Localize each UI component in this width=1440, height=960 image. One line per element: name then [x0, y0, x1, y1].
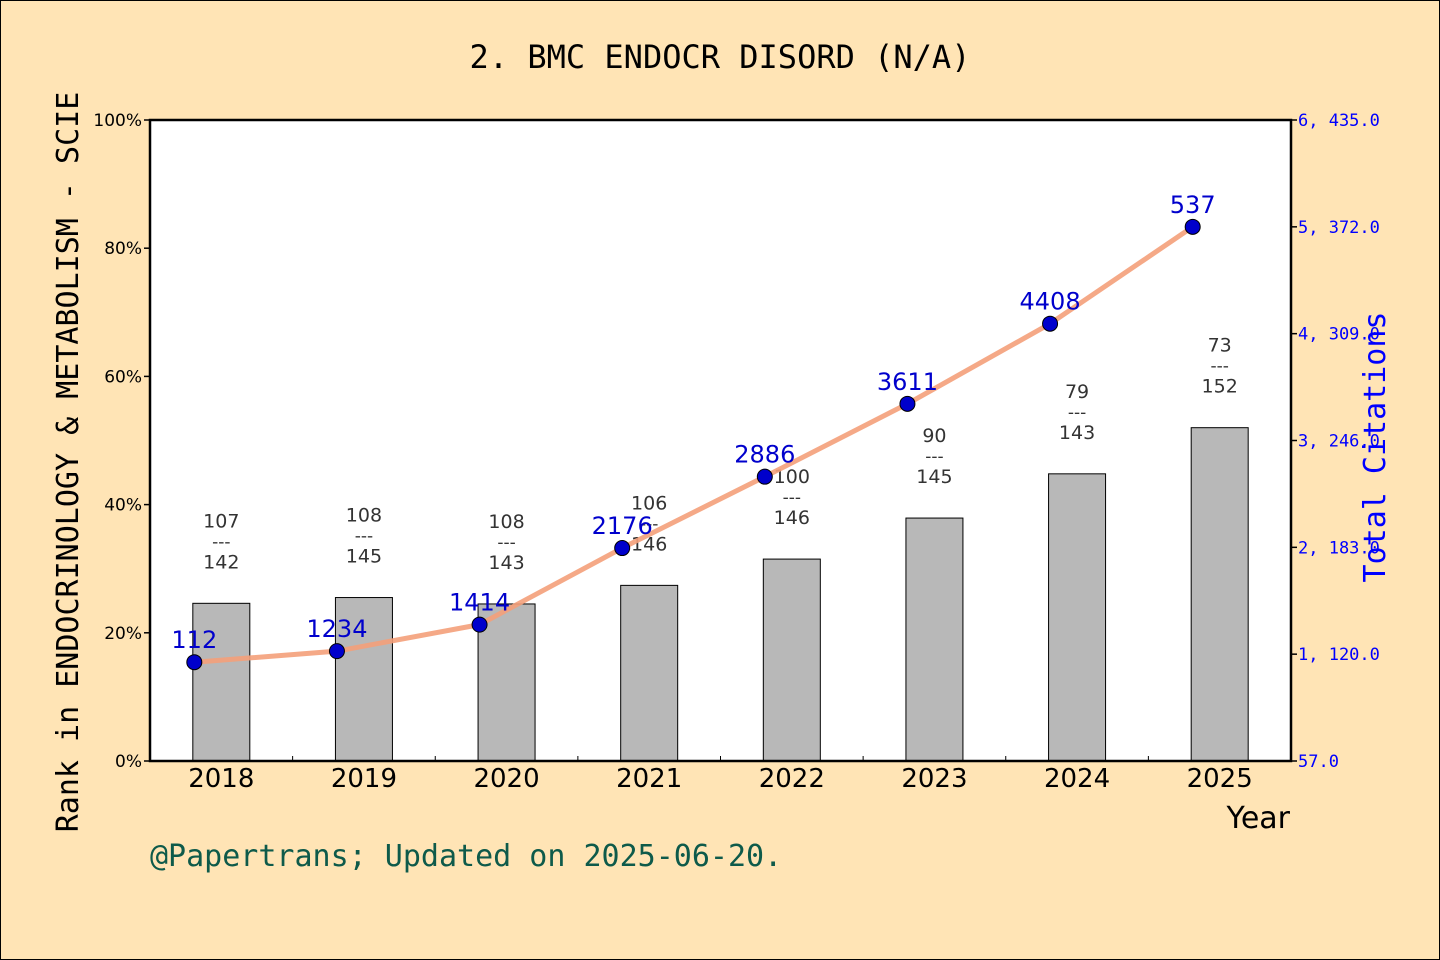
citation-label: 537	[1170, 191, 1216, 219]
line-layer: 112 1234 1414 2176 2886 3611 4408 537	[171, 191, 1216, 671]
bar-rank-label: 106	[631, 492, 667, 514]
citation-label: 2176	[592, 512, 653, 540]
right-tick-label: 6, 435.0	[1298, 111, 1380, 131]
citation-point	[614, 540, 631, 557]
bar-rank-label: 73	[1208, 335, 1232, 357]
bar-total-label: 142	[203, 551, 239, 573]
right-axis-label: Total Citations	[1358, 312, 1393, 583]
bar-total-label: 145	[346, 546, 382, 568]
left-tick-label: 100%	[93, 111, 142, 131]
left-tick-label: 40%	[104, 496, 142, 516]
bar-rank-label: 90	[922, 425, 946, 447]
x-tick-label: 2021	[616, 764, 682, 794]
right-axis: 57.0 1, 120.0 2, 183.0 3, 246.0 4, 309.0 5, 3…	[1291, 111, 1380, 772]
bar-separator: ---	[783, 488, 801, 508]
bar-rank-label: 108	[488, 511, 524, 533]
citation-point	[471, 616, 488, 633]
bars-layer: 107---142108---145108---143106---146100-…	[192, 335, 1249, 762]
footer-note: @Papertrans; Updated on 2025-06-20.	[150, 839, 782, 874]
left-axis-label: Rank in ENDOCRINOLOGY & METABOLISM - SCI…	[51, 92, 86, 833]
bar-separator: ---	[497, 533, 515, 553]
bar	[334, 597, 393, 762]
bar	[477, 603, 536, 762]
right-tick-label: 4, 309.0	[1298, 325, 1380, 345]
bar-separator: ---	[925, 447, 943, 467]
bar	[1190, 427, 1249, 762]
citation-point	[899, 395, 916, 412]
citation-label: 3611	[877, 368, 938, 396]
x-tick-label: 2024	[1044, 764, 1110, 794]
x-tick-label: 2025	[1187, 764, 1253, 794]
citation-point	[328, 643, 345, 660]
bar	[762, 558, 821, 762]
right-tick-label: 2, 183.0	[1298, 538, 1380, 558]
left-tick-label: 20%	[104, 624, 142, 644]
right-tick-label: 57.0	[1298, 752, 1339, 772]
right-tick-label: 3, 246.0	[1298, 432, 1380, 452]
citation-point	[1184, 218, 1201, 235]
x-axis: 2018 2019 2020 2021 2022 2023 2024 2025	[188, 756, 1253, 794]
left-tick-label: 80%	[104, 239, 142, 259]
bar-separator: ---	[1210, 357, 1228, 377]
bar-separator: ---	[212, 532, 230, 552]
x-tick-label: 2022	[759, 764, 825, 794]
citation-label: 4408	[1020, 288, 1081, 316]
bar-rank-label: 108	[346, 505, 382, 527]
bar-separator: ---	[1068, 403, 1086, 423]
bar-rank-label: 107	[203, 510, 239, 532]
citation-label: 2886	[734, 441, 795, 469]
bar-total-label: 145	[916, 466, 952, 488]
bar-separator: ---	[640, 514, 658, 534]
x-tick-label: 2019	[331, 764, 397, 794]
bar-rank-label: 100	[774, 466, 810, 488]
citation-label: 112	[171, 626, 217, 654]
left-tick-label: 0%	[115, 752, 142, 772]
bar-total-label: 146	[774, 507, 810, 529]
citation-point	[756, 468, 773, 485]
x-tick-label: 2020	[473, 764, 539, 794]
bar	[1048, 473, 1107, 762]
x-tick-label: 2023	[901, 764, 967, 794]
bar-total-label: 143	[488, 552, 524, 574]
x-tick-label: 2018	[188, 764, 254, 794]
citation-point	[186, 654, 203, 671]
bar	[620, 584, 679, 762]
citation-label: 1414	[449, 589, 510, 617]
citation-line	[191, 224, 1196, 665]
citation-point	[1042, 315, 1059, 332]
x-axis-label: Year	[1225, 801, 1290, 836]
bar-rank-label: 79	[1065, 381, 1089, 403]
bar	[905, 517, 964, 762]
left-tick-label: 60%	[104, 367, 142, 387]
chart-title: 2. BMC ENDOCR DISORD (N/A)	[470, 38, 971, 76]
plot-area	[150, 120, 1291, 761]
citation-label: 1234	[306, 615, 367, 643]
bar-total-label: 143	[1059, 422, 1095, 444]
left-axis: 0% 20% 40% 60% 80% 100%	[93, 111, 150, 772]
right-tick-label: 1, 120.0	[1298, 645, 1380, 665]
bar-total-label: 152	[1202, 376, 1238, 398]
right-tick-label: 5, 372.0	[1298, 218, 1380, 238]
bar-separator: ---	[355, 527, 373, 547]
